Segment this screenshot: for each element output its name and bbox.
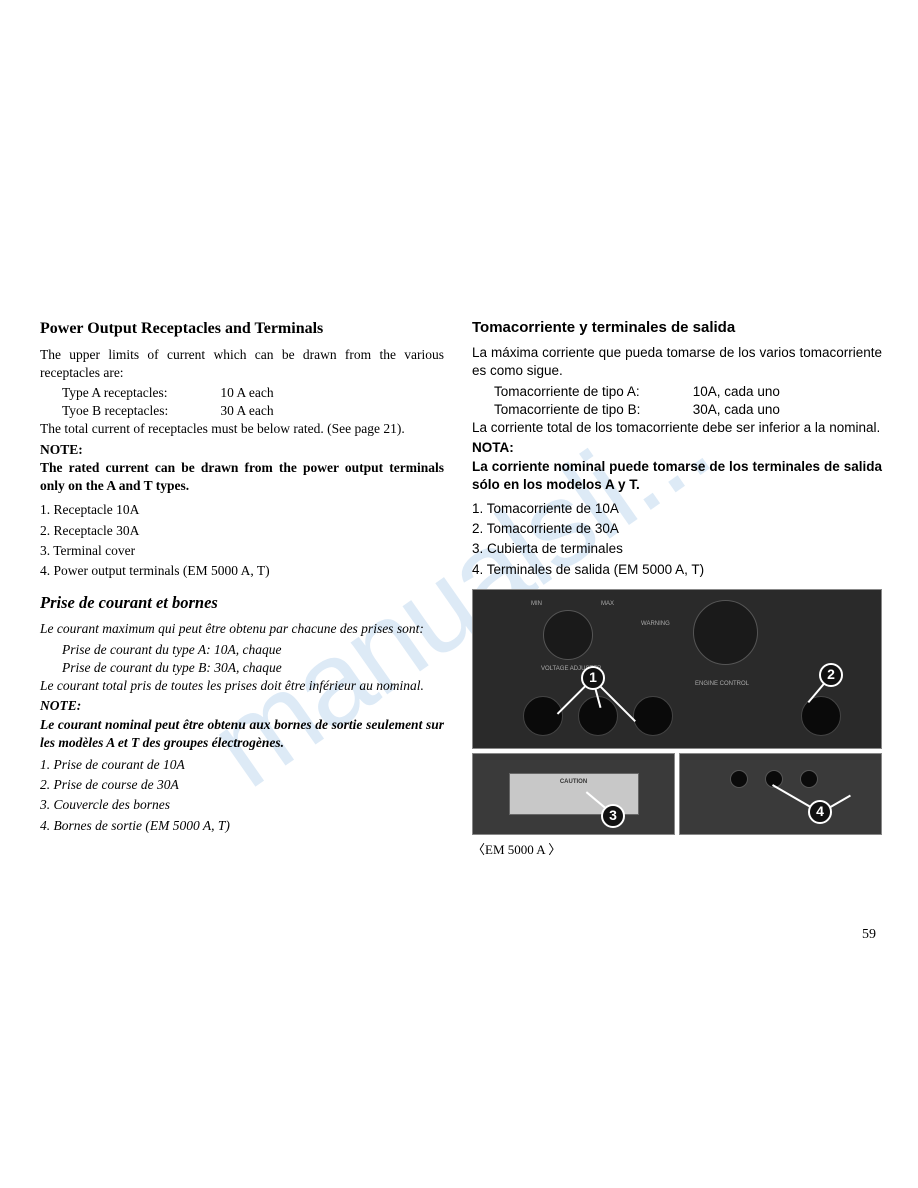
outlet-1 — [523, 696, 563, 736]
left-column: Power Output Receptacles and Terminals T… — [40, 318, 444, 858]
fr-total-note: Le courant total pris de toutes les pris… — [40, 677, 444, 695]
en-type-a-value: 10 A each — [220, 385, 273, 400]
en-intro: The upper limits of current which can be… — [40, 346, 444, 382]
en-list-item-2: 2. Receptacle 30A — [40, 522, 444, 540]
caution-label: CAUTION — [560, 778, 587, 786]
panel-photo-caution-plate: CAUTION 3 — [472, 753, 675, 835]
heading-spanish: Tomacorriente y terminales de salida — [472, 318, 882, 338]
callout-2: 2 — [819, 663, 843, 687]
en-note-label: NOTE: — [40, 441, 444, 459]
en-list-item-4: 4. Power output terminals (EM 5000 A, T) — [40, 562, 444, 580]
es-type-a-row: Tomacorriente de tipo A: 10A, cada uno — [472, 383, 882, 401]
fr-list: 1. Prise de courant de 10A 2. Prise de c… — [40, 756, 444, 835]
right-column: Tomacorriente y terminales de salida La … — [472, 318, 882, 858]
es-intro: La máxima corriente que pueda tomarse de… — [472, 344, 882, 380]
en-type-a-label: Type A receptacles: — [62, 384, 217, 402]
es-total-note: La corriente total de los tomacorriente … — [472, 419, 882, 437]
en-total-note: The total current of receptacles must be… — [40, 420, 444, 438]
fr-type-a: Prise de courant du type A: 10A, chaque — [40, 641, 444, 659]
outlet-3 — [633, 696, 673, 736]
heading-english: Power Output Receptacles and Terminals — [40, 318, 444, 340]
es-type-b-label: Tomacorriente de tipo B: — [494, 401, 689, 419]
en-type-b-row: Tyoe B receptacles: 30 A each — [40, 402, 444, 420]
engine-control-knob — [693, 600, 758, 665]
label-min: MIN — [531, 600, 542, 608]
label-warning: WARNING — [641, 620, 670, 628]
es-list-item-1: 1. Tomacorriente de 10A — [472, 500, 882, 518]
fr-note-text: Le courant nominal peut être obtenu aux … — [40, 716, 444, 752]
french-section: Prise de courant et bornes Le courant ma… — [40, 592, 444, 835]
panel-photo-terminals: 4 — [679, 753, 882, 835]
es-type-b-value: 30A, cada uno — [693, 402, 780, 417]
en-list-item-3: 3. Terminal cover — [40, 542, 444, 560]
en-type-a-row: Type A receptacles: 10 A each — [40, 384, 444, 402]
callout-4: 4 — [808, 800, 832, 824]
fr-list-item-4: 4. Bornes de sortie (EM 5000 A, T) — [40, 817, 444, 835]
fr-note-label: NOTE: — [40, 697, 444, 715]
callout-1: 1 — [581, 666, 605, 690]
fr-intro: Le courant maximum qui peut être obtenu … — [40, 620, 444, 638]
es-list-item-4: 4. Terminales de salida (EM 5000 A, T) — [472, 561, 882, 579]
es-type-a-value: 10A, cada uno — [693, 384, 780, 399]
en-list-item-1: 1. Receptacle 10A — [40, 501, 444, 519]
panel-photo-top: VOLTAGE ADJUSTER ENGINE CONTROL WARNING … — [472, 589, 882, 749]
page-content: Power Output Receptacles and Terminals T… — [40, 318, 882, 858]
es-type-b-row: Tomacorriente de tipo B: 30A, cada uno — [472, 401, 882, 419]
es-list-item-3: 3. Cubierta de terminales — [472, 540, 882, 558]
en-note-text: The rated current can be drawn from the … — [40, 459, 444, 495]
fr-list-item-2: 2. Prise de course de 30A — [40, 776, 444, 794]
english-section: Power Output Receptacles and Terminals T… — [40, 318, 444, 580]
en-list: 1. Receptacle 10A 2. Receptacle 30A 3. T… — [40, 501, 444, 580]
fr-list-item-1: 1. Prise de courant de 10A — [40, 756, 444, 774]
terminal-3 — [800, 770, 818, 788]
terminal-1 — [730, 770, 748, 788]
es-list: 1. Tomacorriente de 10A 2. Tomacorriente… — [472, 500, 882, 579]
label-max: MAX — [601, 600, 614, 608]
spanish-section: Tomacorriente y terminales de salida La … — [472, 318, 882, 579]
heading-french: Prise de courant et bornes — [40, 592, 444, 614]
es-list-item-2: 2. Tomacorriente de 30A — [472, 520, 882, 538]
es-note-text: La corriente nominal puede tomarse de lo… — [472, 458, 882, 494]
en-type-b-label: Tyoe B receptacles: — [62, 402, 217, 420]
en-type-b-value: 30 A each — [220, 403, 273, 418]
page-number: 59 — [862, 927, 876, 943]
fr-list-item-3: 3. Couvercle des bornes — [40, 796, 444, 814]
voltage-knob — [543, 610, 593, 660]
es-note-label: NOTA: — [472, 439, 882, 457]
label-engine: ENGINE CONTROL — [695, 680, 749, 688]
image-caption: 〈EM 5000 A 〉 — [472, 841, 882, 859]
callout-3: 3 — [601, 804, 625, 828]
fr-type-b: Prise de courant du type B: 30A, chaque — [40, 659, 444, 677]
panel-photos-bottom: CAUTION 3 4 — [472, 753, 882, 835]
es-type-a-label: Tomacorriente de tipo A: — [494, 383, 689, 401]
image-block: VOLTAGE ADJUSTER ENGINE CONTROL WARNING … — [472, 589, 882, 859]
